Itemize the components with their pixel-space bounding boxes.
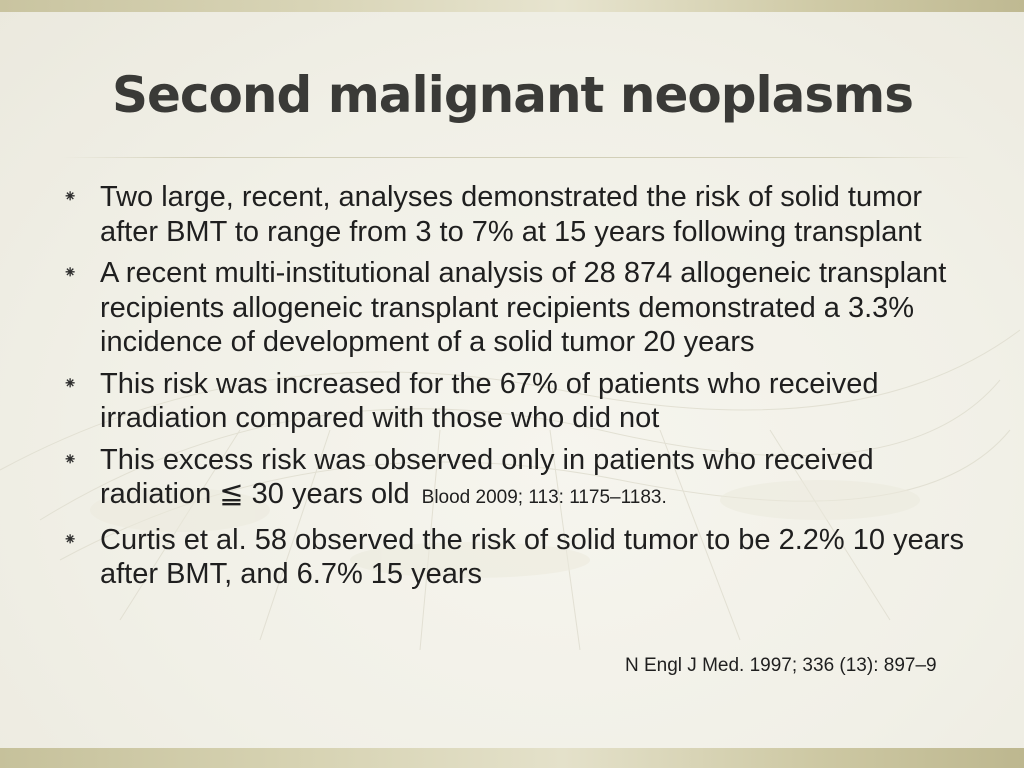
citation-blood: Blood 2009; 113: 1175–1183. xyxy=(421,487,667,508)
bullet-marker-icon: ⁕ xyxy=(63,187,78,206)
bullet-marker-icon: ⁕ xyxy=(63,373,78,393)
bullet-marker-icon: ⁕ xyxy=(63,263,78,282)
bullet-text: A recent multi-institutional analysis of… xyxy=(100,257,947,358)
citation-nejm: N Engl J Med. 1997; 336 (13): 897–9 xyxy=(625,655,937,676)
bullet-list: ⁕ Two large, recent, analyses demonstrat… xyxy=(56,180,976,599)
bullet-item: ⁕ This risk was increased for the 67% of… xyxy=(56,367,976,436)
bullet-text: Two large, recent, analyses demonstrated… xyxy=(100,181,923,248)
bullet-item: ⁕ This excess risk was observed only in … xyxy=(56,443,976,516)
bullet-item: ⁕ Curtis et al. 58 observed the risk of … xyxy=(56,523,976,592)
bullet-item: ⁕ Two large, recent, analyses demonstrat… xyxy=(56,180,976,249)
bullet-text: This risk was increased for the 67% of p… xyxy=(100,367,879,435)
bullet-marker-icon: ⁕ xyxy=(63,449,78,469)
bullet-text: Curtis et al. 58 observed the risk of so… xyxy=(100,523,964,591)
bullet-item: ⁕ A recent multi-institutional analysis … xyxy=(56,256,976,360)
title-divider xyxy=(60,157,970,158)
bullet-text: This excess risk was observed only in pa… xyxy=(100,443,874,511)
bullet-marker-icon: ⁕ xyxy=(63,529,78,549)
top-decorative-band xyxy=(0,0,1024,12)
slide-title: Second malignant neoplasms xyxy=(112,66,914,124)
bottom-decorative-band xyxy=(0,748,1024,768)
